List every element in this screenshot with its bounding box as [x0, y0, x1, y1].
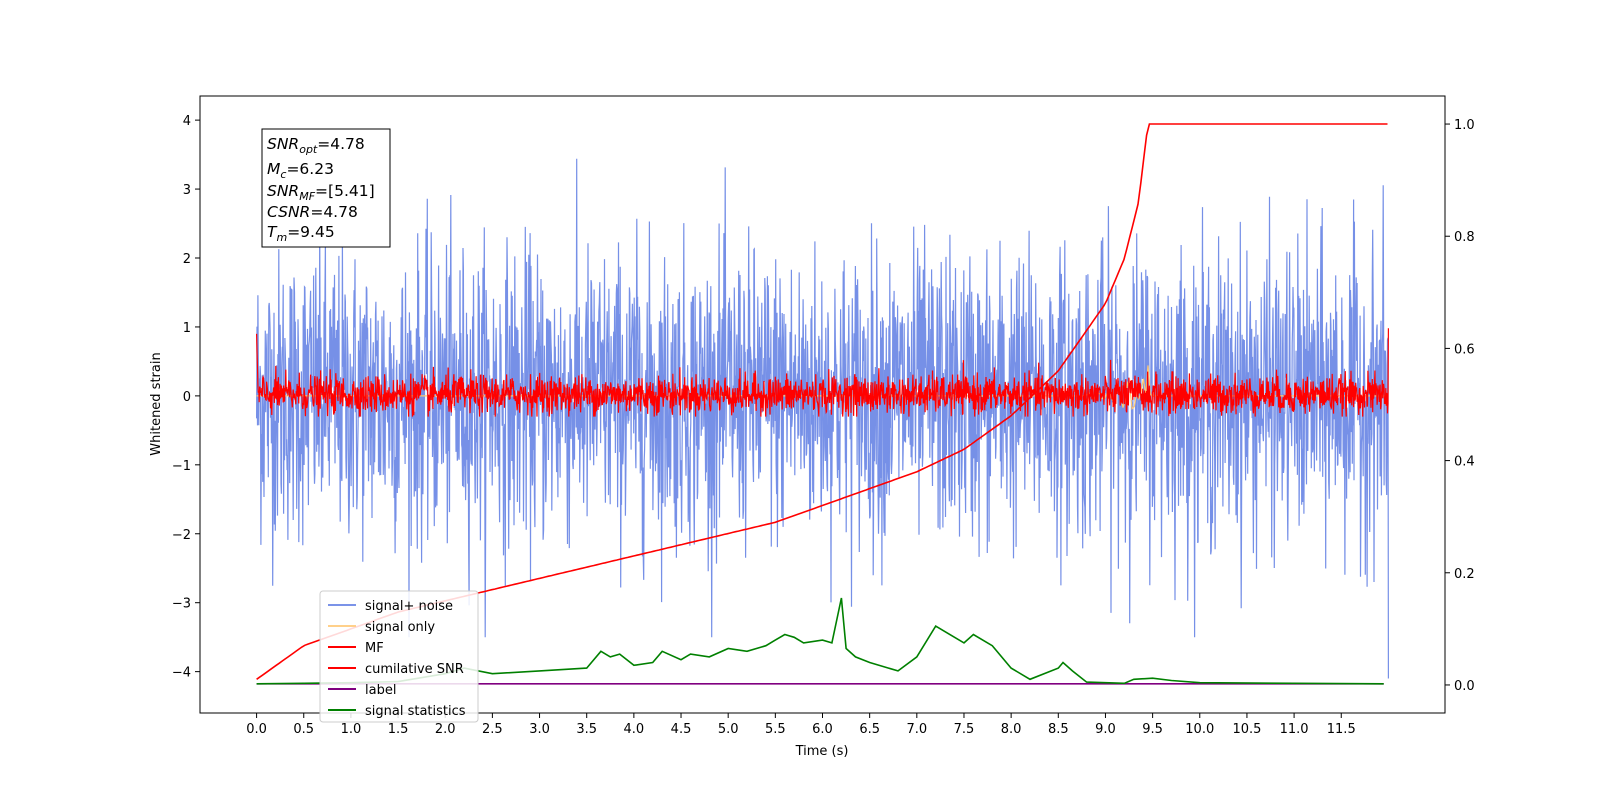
x-tick-label: 6.5	[859, 722, 880, 737]
y-axis-label: Whitened strain	[149, 352, 164, 455]
info-line: SNRMF=[5.41]	[267, 182, 375, 203]
info-line: Mc=6.23	[267, 160, 334, 181]
x-tick-label: 9.5	[1142, 722, 1163, 737]
x-tick-label: 3.0	[529, 722, 550, 737]
y-tick-label-left: 0	[183, 390, 191, 405]
x-tick-label: 10.5	[1232, 722, 1261, 737]
info-box-frame	[261, 128, 391, 248]
x-tick-label: 5.0	[718, 722, 739, 737]
x-tick-label: 2.0	[435, 722, 456, 737]
y-tick-label-left: 2	[183, 252, 191, 267]
y-tick-label-left: −1	[172, 459, 191, 474]
y-tick-label-left: 3	[183, 183, 191, 198]
y-tick-label-right: 0.6	[1454, 342, 1475, 357]
y-tick-label-right: 0.2	[1454, 567, 1475, 582]
series-signal-statistics	[256, 597, 1384, 685]
x-tick-label: 4.0	[624, 722, 645, 737]
y-tick-label-right: 0.8	[1454, 230, 1475, 245]
x-tick-label: 11.0	[1280, 722, 1309, 737]
x-tick-label: 5.5	[765, 722, 786, 737]
x-tick-label: 8.5	[1048, 722, 1069, 737]
y-tick-label-left: −4	[172, 666, 191, 681]
y-tick-label-left: 4	[183, 114, 191, 129]
x-tick-label: 4.5	[671, 722, 692, 737]
x-tick-label: 7.5	[954, 722, 975, 737]
x-axis-label: Time (s)	[795, 744, 849, 759]
x-tick-label: 6.0	[812, 722, 833, 737]
x-tick-label: 0.0	[246, 722, 267, 737]
y-tick-label-right: 0.0	[1454, 679, 1475, 694]
series-mf	[256, 328, 1389, 417]
legend-label: label	[365, 683, 396, 698]
legend-label: signal+ noise	[365, 599, 453, 614]
legend-label: signal only	[365, 620, 435, 635]
x-tick-label: 11.5	[1327, 722, 1356, 737]
y-axis-right: 1.0 0.8 0.6 0.4 0.2 0.0	[1445, 118, 1475, 694]
x-tick-label: 2.5	[482, 722, 503, 737]
x-tick-label: 1.0	[341, 722, 362, 737]
y-tick-label-left: 1	[183, 321, 191, 336]
y-axis-left: 4 3 2 1 0 −1 −2 −3 −4	[172, 114, 200, 681]
legend-label: signal statistics	[365, 704, 466, 719]
y-tick-label-left: −3	[172, 597, 191, 612]
info-line: Tm=9.45	[267, 223, 335, 244]
info-line: SNRopt=4.78	[267, 135, 365, 156]
legend: signal+ noise signal only MF cumilative SNR…	[319, 590, 479, 723]
x-tick-label: 10.0	[1185, 722, 1214, 737]
y-tick-label-right: 1.0	[1454, 118, 1475, 133]
legend-frame	[319, 590, 479, 723]
legend-label: cumilative SNR	[365, 662, 464, 677]
y-tick-label-left: −2	[172, 528, 191, 543]
x-axis: 0.0 0.5 1.0 1.5 2.0 2.5 3.0 3.5 4.0 4.5 5.0 5.5 6.0 6…	[246, 713, 1356, 737]
x-tick-label: 1.5	[388, 722, 409, 737]
x-tick-label: 7.0	[906, 722, 927, 737]
y-tick-label-right: 0.4	[1454, 455, 1475, 470]
x-tick-label: 8.0	[1001, 722, 1022, 737]
x-tick-label: 0.5	[293, 722, 314, 737]
legend-label: MF	[365, 641, 384, 656]
x-tick-label: 9.0	[1095, 722, 1116, 737]
x-tick-label: 3.5	[576, 722, 597, 737]
info-line: CSNR=4.78	[267, 203, 358, 221]
